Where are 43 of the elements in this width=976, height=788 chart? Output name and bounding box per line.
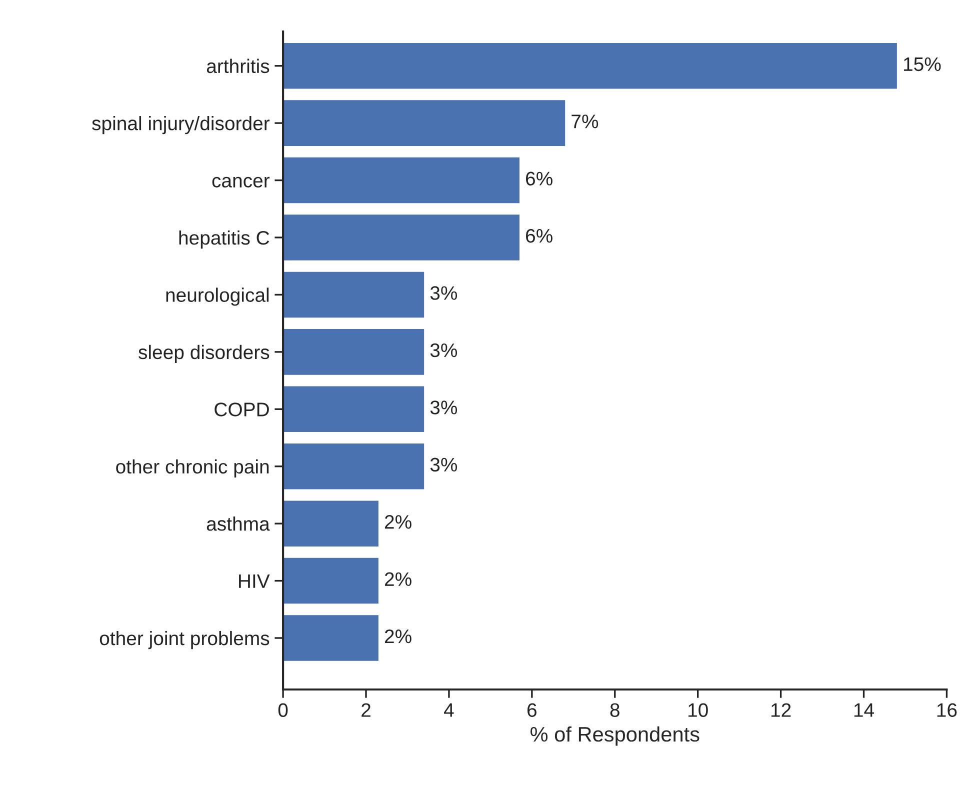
- data-label: 2%: [384, 515, 412, 529]
- x-tick-label: 16: [937, 703, 957, 717]
- y-tick-label: arthritis: [206, 58, 270, 74]
- y-tick-label: other chronic pain: [116, 459, 269, 478]
- y-tick-label: cancer: [212, 176, 270, 188]
- bar: [283, 100, 566, 146]
- x-tick-label: 12: [771, 703, 791, 717]
- data-label: 3%: [430, 458, 458, 472]
- data-label: 7%: [572, 114, 598, 128]
- y-tick-label: hepatitis C: [179, 230, 270, 249]
- x-tick-label: 6: [528, 703, 536, 717]
- data-label: 6%: [526, 228, 552, 243]
- bar: [283, 615, 378, 661]
- data-label: 6%: [526, 172, 552, 186]
- bar: [283, 500, 378, 546]
- bar: [283, 214, 520, 260]
- data-label: 2%: [384, 572, 412, 586]
- data-label: 2%: [384, 629, 412, 644]
- y-tick-label: neurological: [166, 288, 269, 306]
- data-label: 3%: [430, 400, 458, 414]
- y-tick-label: other joint problems: [100, 630, 270, 650]
- bar: [283, 386, 424, 432]
- x-tick-label: 2: [362, 703, 370, 717]
- bar: [283, 42, 897, 89]
- bar: [283, 157, 520, 204]
- y-tick-label: asthma: [206, 516, 270, 531]
- x-axis-title: % of Respondents: [530, 726, 700, 746]
- bar: [283, 443, 424, 490]
- x-tick-label: 0: [278, 703, 288, 717]
- bar: [283, 558, 378, 604]
- x-tick-label: 4: [444, 703, 454, 717]
- data-label: 3%: [430, 343, 458, 358]
- y-tick-label: COPD: [214, 402, 269, 416]
- x-tick-label: 10: [688, 703, 708, 717]
- y-tick-label: HIV: [239, 574, 270, 588]
- y-tick-label: spinal injury/disorder: [92, 116, 270, 134]
- bar: [283, 329, 424, 375]
- data-label: 3%: [430, 286, 458, 300]
- x-tick-label: 8: [610, 703, 620, 717]
- data-label: 15%: [904, 57, 941, 72]
- y-tick-label: sleep disorders: [138, 344, 270, 364]
- bar: [283, 272, 424, 318]
- x-tick-label: 14: [854, 703, 874, 717]
